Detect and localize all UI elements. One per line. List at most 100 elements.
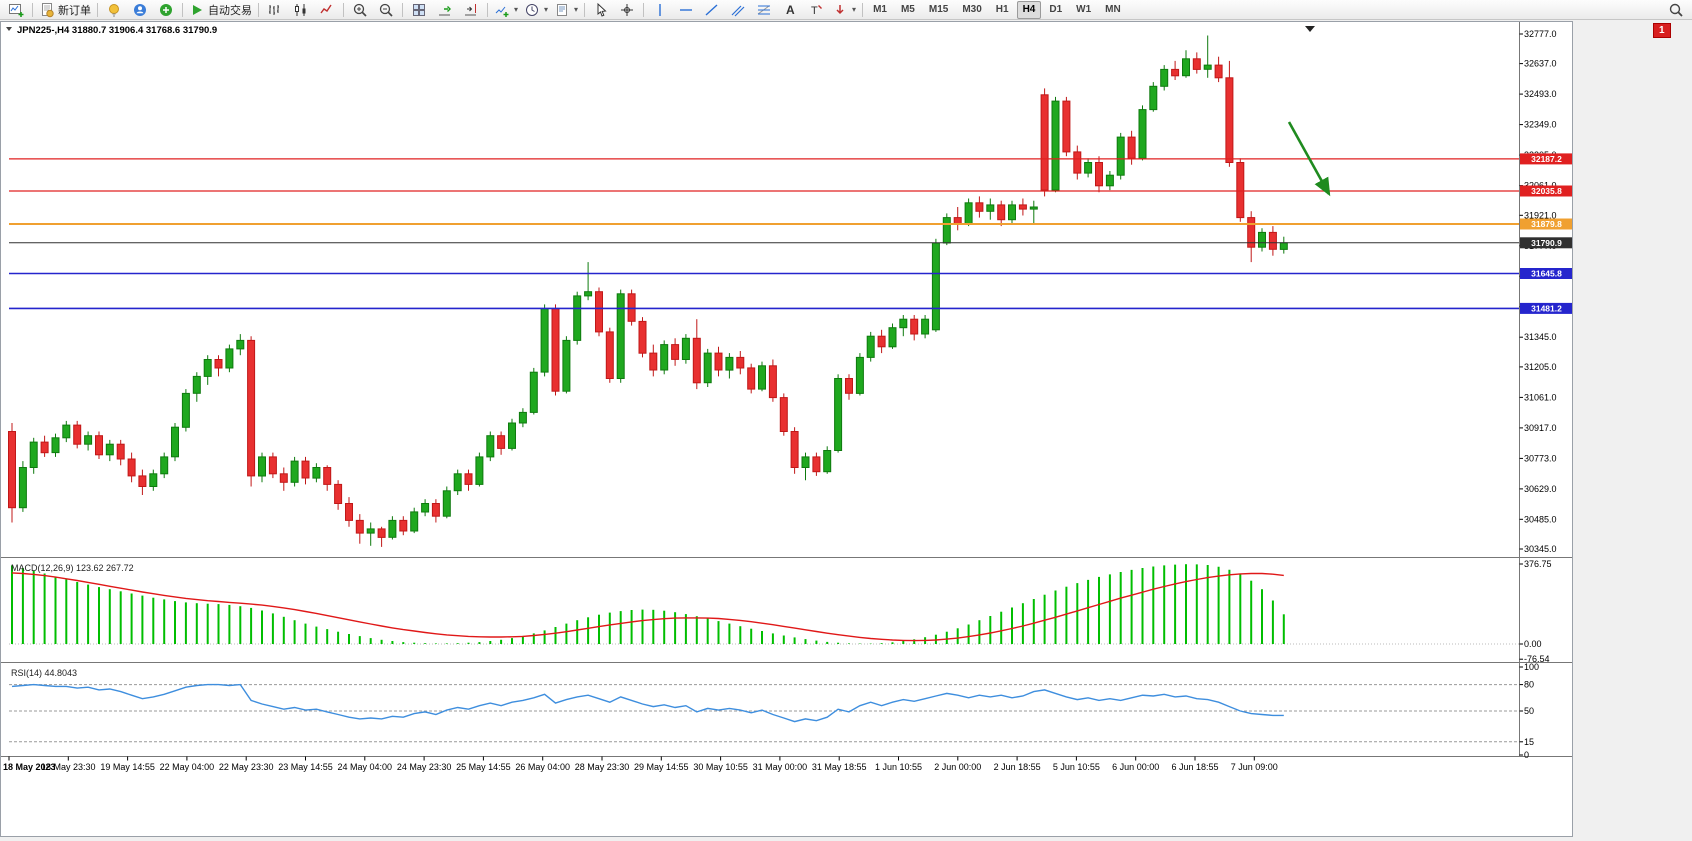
timeframe-button-M5[interactable]: M5	[900, 4, 915, 15]
candlestick-mode-button[interactable]	[288, 0, 314, 20]
svg-text:50: 50	[1524, 706, 1534, 716]
timeframe-button-H1[interactable]: H1	[995, 4, 1009, 15]
svg-text:6 Jun 18:55: 6 Jun 18:55	[1171, 762, 1218, 772]
new-chart-button[interactable]	[3, 0, 29, 20]
svg-text:28 May 23:30: 28 May 23:30	[575, 762, 630, 772]
svg-text:100: 100	[1524, 662, 1539, 672]
horizontal-line-tool-button[interactable]	[673, 0, 699, 20]
chevron-down-icon: ▾	[574, 5, 579, 14]
timeframe-button-MN[interactable]: MN	[1105, 4, 1121, 15]
arrows-tool-button[interactable]: ▾	[829, 0, 859, 20]
chart-canvas[interactable]: 32777.032637.032493.032349.032205.032061…	[1, 22, 1573, 836]
line-chart-mode-button[interactable]	[314, 0, 340, 20]
crosshair-tool-button[interactable]	[614, 0, 640, 20]
auto-scroll-button[interactable]	[432, 0, 458, 20]
horizontal-level-lines[interactable]	[9, 158, 1519, 310]
price-line-badges[interactable]: 32187.2 32035.8 31879.8 31790.9 31645.8 31481…	[1520, 153, 1573, 314]
vline-icon	[659, 3, 661, 16]
svg-text:32349.0: 32349.0	[1524, 120, 1557, 130]
timeframe-button-H4[interactable]: H4	[1016, 0, 1042, 19]
svg-text:JPN225-,H4 31880.7 31906.4 31: JPN225-,H4 31880.7 31906.4 31768.6 31790…	[17, 25, 217, 36]
timeframe-button-M1[interactable]: M1	[873, 4, 887, 15]
label-tool-button[interactable]: T	[803, 0, 829, 20]
toolbar: 新订单 自动交易 ▾ ▾ ▾ A T ▾ M1 M5 M15 M30 H1 H4 D1 W1 MN	[0, 0, 1692, 20]
notification-badge[interactable]: 1	[1653, 23, 1671, 38]
indicators-icon	[495, 6, 509, 17]
svg-text:24 May 23:30: 24 May 23:30	[397, 762, 452, 772]
fibonacci-tool-button[interactable]	[751, 0, 777, 20]
zoom-in-button[interactable]	[347, 0, 373, 20]
svg-text:31481.2: 31481.2	[1531, 303, 1562, 313]
arrow-annotation[interactable]	[1287, 121, 1331, 197]
svg-text:18 May 2023: 18 May 2023	[3, 762, 56, 772]
svg-text:31 May 18:55: 31 May 18:55	[812, 762, 867, 772]
timeframe-button-D1[interactable]: D1	[1049, 4, 1063, 15]
svg-text:31 May 00:00: 31 May 00:00	[753, 762, 808, 772]
svg-text:A: A	[786, 3, 795, 17]
svg-text:1 Jun 10:55: 1 Jun 10:55	[875, 762, 922, 772]
svg-text:31879.8: 31879.8	[1531, 219, 1562, 229]
tile-windows-button[interactable]	[406, 0, 432, 20]
svg-text:32637.0: 32637.0	[1524, 59, 1557, 69]
svg-text:5 Jun 10:55: 5 Jun 10:55	[1053, 762, 1100, 772]
svg-text:30629.0: 30629.0	[1524, 484, 1557, 494]
indicators-list-button[interactable]: ▾	[491, 0, 521, 20]
timeframe-button-W1[interactable]: W1	[1076, 4, 1092, 15]
chart-shift-button[interactable]	[458, 0, 484, 20]
periods-button[interactable]: ▾	[521, 0, 551, 20]
toolbar-separator	[643, 2, 645, 17]
vertical-line-tool-button[interactable]	[647, 0, 673, 20]
trendline-tool-button[interactable]	[699, 0, 725, 20]
crosshair-icon	[621, 3, 634, 16]
timeframe-button-M15[interactable]: M15	[928, 4, 949, 15]
candlestick-series[interactable]	[8, 35, 1288, 547]
autotrading-button[interactable]: 自动交易	[186, 0, 255, 20]
svg-text:19 May 14:55: 19 May 14:55	[100, 762, 155, 772]
new-order-label: 新订单	[58, 4, 91, 17]
new-order-icon	[42, 2, 54, 17]
svg-text:30345.0: 30345.0	[1524, 544, 1557, 554]
cursor-tool-button[interactable]	[588, 0, 614, 20]
svg-text:30 May 10:55: 30 May 10:55	[693, 762, 748, 772]
bar-chart-icon	[269, 4, 279, 15]
timeframe-button-M30[interactable]: M30	[962, 4, 982, 15]
svg-text:0: 0	[1524, 750, 1529, 760]
toolbar-separator	[32, 2, 33, 17]
chevron-down-icon: ▾	[544, 5, 549, 14]
chart-dropdown-icon	[6, 27, 12, 31]
candle-chart-icon	[295, 3, 306, 16]
line-chart-icon	[320, 4, 332, 13]
trendline-icon	[705, 3, 718, 16]
template-icon	[557, 3, 568, 16]
svg-text:32187.2: 32187.2	[1531, 154, 1562, 164]
search-button[interactable]	[1663, 0, 1689, 20]
user-profile-button[interactable]	[127, 0, 153, 20]
svg-text:31345.0: 31345.0	[1524, 332, 1557, 342]
svg-text:T: T	[811, 5, 818, 17]
chart-window[interactable]: 32777.032637.032493.032349.032205.032061…	[0, 21, 1573, 837]
toolbar-separator	[402, 2, 403, 17]
autotrading-label: 自动交易	[208, 4, 252, 17]
channel-tool-button[interactable]	[725, 0, 751, 20]
toolbar-separator	[584, 2, 586, 17]
templates-button[interactable]: ▾	[551, 0, 581, 20]
chart-end-marker-icon	[1305, 26, 1315, 32]
svg-text:7 Jun 09:00: 7 Jun 09:00	[1231, 762, 1278, 772]
toolbar-separator	[862, 2, 864, 17]
new-order-button[interactable]: 新订单	[36, 0, 94, 20]
text-tool-button[interactable]: A	[777, 0, 803, 20]
market-button[interactable]	[153, 0, 179, 20]
rsi-indicator[interactable]: RSI(14) 44.8043 100 80 50 15 0	[9, 662, 1539, 760]
arrows-icon	[836, 4, 844, 14]
mql5-community-button[interactable]	[101, 0, 127, 20]
svg-text:32493.0: 32493.0	[1524, 89, 1557, 99]
svg-text:2 Jun 00:00: 2 Jun 00:00	[934, 762, 981, 772]
cursor-icon	[597, 2, 607, 17]
macd-indicator[interactable]: MACD(12,26,9) 123.62 267.72 376.75 0.00 -76…	[9, 559, 1552, 664]
panel-separators	[1, 22, 1572, 757]
bar-chart-mode-button[interactable]	[262, 0, 288, 20]
text-icon: A	[786, 3, 795, 17]
zoom-in-icon	[353, 3, 367, 17]
zoom-out-button[interactable]	[373, 0, 399, 20]
